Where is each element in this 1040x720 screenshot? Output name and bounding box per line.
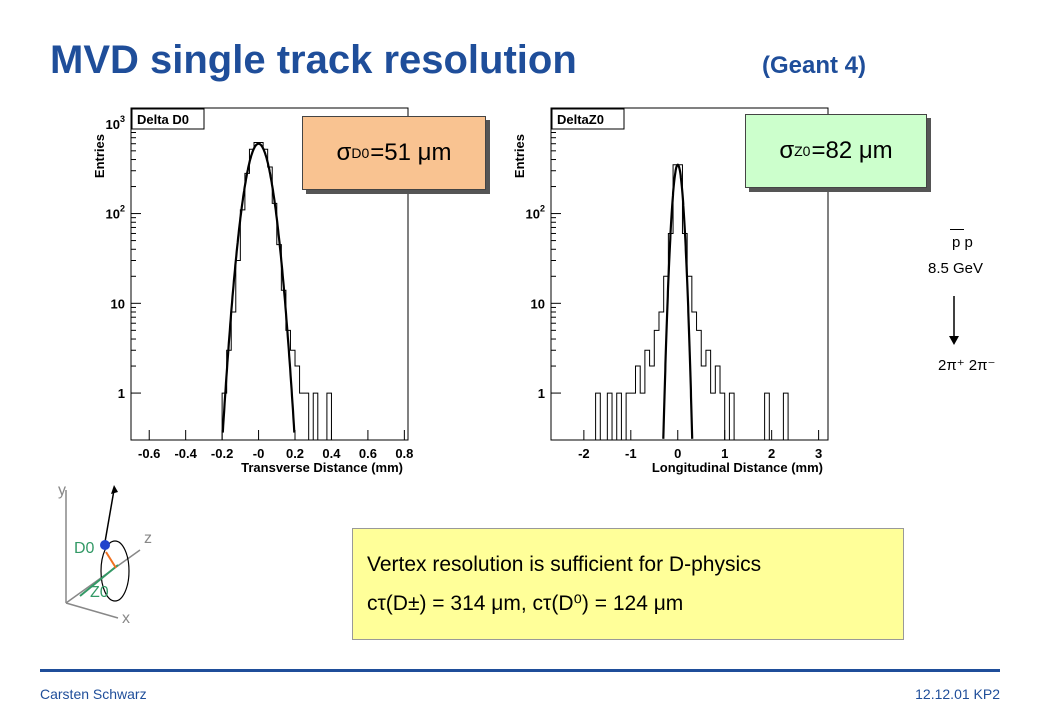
reaction-label: p p 8.5 GeV 2π⁺ 2π⁻ [918, 229, 1028, 382]
x-axis-line [65, 602, 119, 619]
x-tick-label: -2 [578, 446, 590, 461]
sigma-d0-box: σ D0 =51 μm [302, 116, 486, 190]
y-tick-label: 10 [111, 296, 125, 311]
x-tick-label: -0.2 [211, 446, 233, 461]
x-tick-label: 1 [721, 446, 728, 461]
antiproton-bar [950, 229, 964, 230]
z0-vector [79, 564, 119, 597]
outlier-bin [595, 392, 601, 440]
track-arrowhead [111, 485, 118, 494]
histogram-title: DeltaZ0 [557, 112, 604, 127]
gaussian-fit-curve [221, 142, 296, 433]
y-tick-label: 1 [118, 386, 125, 401]
sigma-z0-subscript: Z0 [794, 143, 811, 159]
outlier-bin [764, 392, 770, 440]
sigma-d0-subscript: D0 [351, 145, 370, 161]
chart-svg-0: 1 10 102 103 -0.6 -0.4 -0.2 -0 0.2 0.4 0.6 0.8 Delta… [92, 107, 413, 475]
sketch-z-label: z [144, 530, 152, 547]
y-tick-label: 1 [538, 386, 545, 401]
sigma-z0-box: σ Z0 =82 μm [745, 114, 927, 188]
outlier-bin [782, 392, 789, 440]
x-axis-label: Longitudinal Distance (mm) [652, 460, 823, 475]
x-tick-label: 0.6 [359, 446, 377, 461]
reaction-arrow-icon [949, 296, 959, 345]
y-tick-label: 10 [531, 296, 545, 311]
x-tick-label: -0.4 [174, 446, 197, 461]
sketch-y-label: y [58, 482, 66, 499]
reaction-energy: 8.5 GeV [928, 260, 984, 277]
histogram-title-box [551, 108, 625, 130]
x-tick-label: -0.6 [138, 446, 160, 461]
vertex-sketch-drawing [65, 485, 141, 619]
histogram-delta-d0: 1 10 102 103 -0.6 -0.4 -0.2 -0 0.2 0.4 0.6 0.8 Delta… [88, 103, 418, 475]
x-tick-label: 0.2 [286, 446, 304, 461]
histogram-outline [606, 164, 739, 441]
sigma-z0-symbol: σ [779, 137, 795, 164]
x-tick-label: 0 [674, 446, 681, 461]
track-line [104, 489, 115, 543]
sigma-z0-value: =82 μm [811, 137, 893, 164]
reaction-final-state: 2π⁺ 2π⁻ [938, 357, 996, 374]
x-tick-label: -1 [625, 446, 637, 461]
slide-subtitle: (Geant 4) [762, 52, 867, 79]
note-line-2: cτ(D±) = 314 μm, cτ(D⁰) = 124 μm [367, 592, 684, 615]
y-tick-label: 102 [526, 204, 545, 222]
chart-svg-1: 1 10 102 -2 -1 0 1 2 3 DeltaZ0 Longitudinal Distan… [512, 107, 829, 475]
footer-date: 12.12.01 KP2 [915, 686, 1000, 702]
footer-author: Carsten Schwarz [40, 686, 147, 702]
histogram-title: Delta D0 [137, 112, 189, 127]
gaussian-fit-curve [662, 163, 694, 439]
x-tick-label: 0.4 [322, 446, 341, 461]
sketch-z0-label: Z0 [90, 584, 109, 601]
sketch-x-label: x [122, 610, 130, 627]
x-tick-label: 0.8 [395, 446, 413, 461]
footer-divider [40, 669, 1000, 672]
histogram-title-box [131, 108, 205, 130]
y-axis-label: Entries [512, 134, 527, 178]
x-axis-label: Transverse Distance (mm) [241, 460, 403, 475]
beam-ellipse [100, 540, 130, 602]
vertex-sketch: y z x D0 Z0 [40, 478, 180, 628]
reaction-beam: p p [952, 234, 973, 251]
histogram-delta-z0: 1 10 102 -2 -1 0 1 2 3 DeltaZ0 Longitudinal Distan… [508, 103, 838, 475]
y-tick-label: 102 [106, 204, 125, 222]
sigma-d0-symbol: σ [336, 139, 352, 166]
x-tick-label: -0 [253, 446, 265, 461]
d0-vector [105, 551, 117, 569]
y-tick-label: 103 [106, 114, 125, 132]
note-line-1: Vertex resolution is sufficient for D-ph… [367, 553, 762, 576]
x-tick-label: 2 [768, 446, 775, 461]
sketch-d0-label: D0 [74, 540, 95, 557]
sigma-d0-value: =51 μm [370, 139, 452, 166]
x-tick-label: 3 [815, 446, 822, 461]
vertex-resolution-note: Vertex resolution is sufficient for D-ph… [352, 528, 904, 640]
slide-title: MVD single track resolution [50, 38, 577, 82]
y-axis-label: Entries [92, 134, 107, 178]
vertex-dot [100, 540, 110, 550]
